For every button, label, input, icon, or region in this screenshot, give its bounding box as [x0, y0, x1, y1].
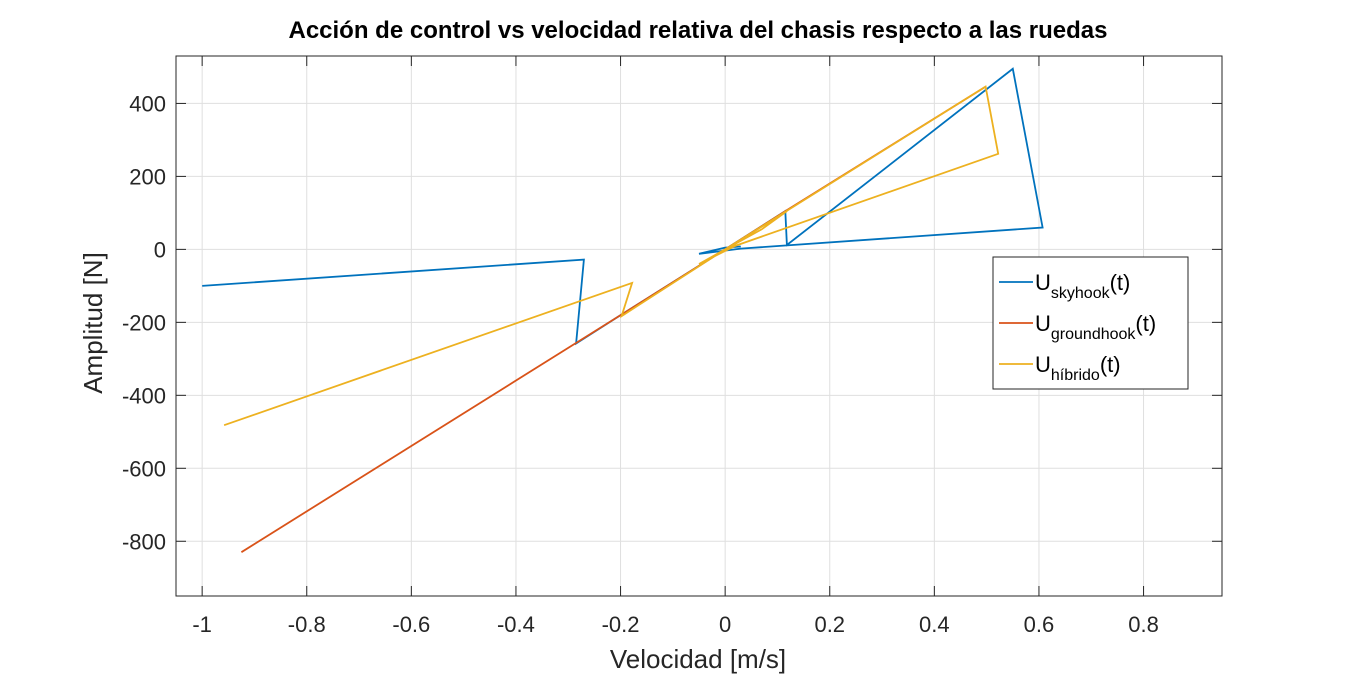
- x-tick-label: 0: [719, 612, 731, 637]
- series-line-hibrido: [223, 85, 1000, 427]
- legend-entry-hibrido: Uhíbrido(t): [1035, 352, 1121, 384]
- axis-ticks: [176, 56, 1222, 596]
- legend-entry-subscript: groundhook: [1051, 326, 1137, 343]
- x-axis-label: Velocidad [m/s]: [610, 644, 786, 674]
- x-tick-label: -0.8: [288, 612, 326, 637]
- series-line-skyhook: [202, 67, 1044, 346]
- y-tick-label: 0: [154, 237, 166, 262]
- legend-entry-skyhook: Uskyhook(t): [1035, 270, 1130, 302]
- legend-entry-subscript: skyhook: [1051, 285, 1111, 302]
- x-tick-label: 0.2: [814, 612, 845, 637]
- legend-entry-base: U: [1035, 352, 1051, 377]
- x-tick-label: 0.6: [1024, 612, 1055, 637]
- legend-entry-groundhook: Ugroundhook(t): [1035, 311, 1156, 343]
- legend-entry-suffix: (t): [1100, 352, 1121, 377]
- x-tick-label: -0.4: [497, 612, 535, 637]
- y-tick-label: -400: [122, 383, 166, 408]
- chart-title: Acción de control vs velocidad relativa …: [288, 17, 1107, 44]
- y-tick-labels: -800 -600 -400 -200 0 200 400: [122, 91, 166, 554]
- y-axis-label: Amplitud [N]: [78, 252, 108, 394]
- legend-entry-base: U: [1035, 270, 1051, 295]
- legend: Uskyhook(t)Ugroundhook(t)Uhíbrido(t): [992, 256, 1189, 390]
- plot-area: [175, 55, 1223, 597]
- y-tick-label: -200: [122, 310, 166, 335]
- x-tick-label: -0.2: [602, 612, 640, 637]
- x-tick-labels: -1 -0.8 -0.6 -0.4 -0.2 0 0.2 0.4 0.6 0.8: [192, 612, 1158, 637]
- x-tick-label: -0.6: [392, 612, 430, 637]
- x-tick-label: 0.4: [919, 612, 950, 637]
- legend-entry-base: U: [1035, 311, 1051, 336]
- legend-entry-suffix: (t): [1135, 311, 1156, 336]
- legend-entry-suffix: (t): [1110, 270, 1131, 295]
- y-tick-label: 400: [129, 91, 166, 116]
- y-tick-label: -600: [122, 456, 166, 481]
- legend-entry-subscript: híbrido: [1051, 367, 1100, 384]
- y-tick-label: 200: [129, 164, 166, 189]
- x-tick-label: -1: [192, 612, 212, 637]
- y-tick-label: -800: [122, 529, 166, 554]
- x-tick-label: 0.8: [1128, 612, 1159, 637]
- series-layer: [202, 67, 1044, 553]
